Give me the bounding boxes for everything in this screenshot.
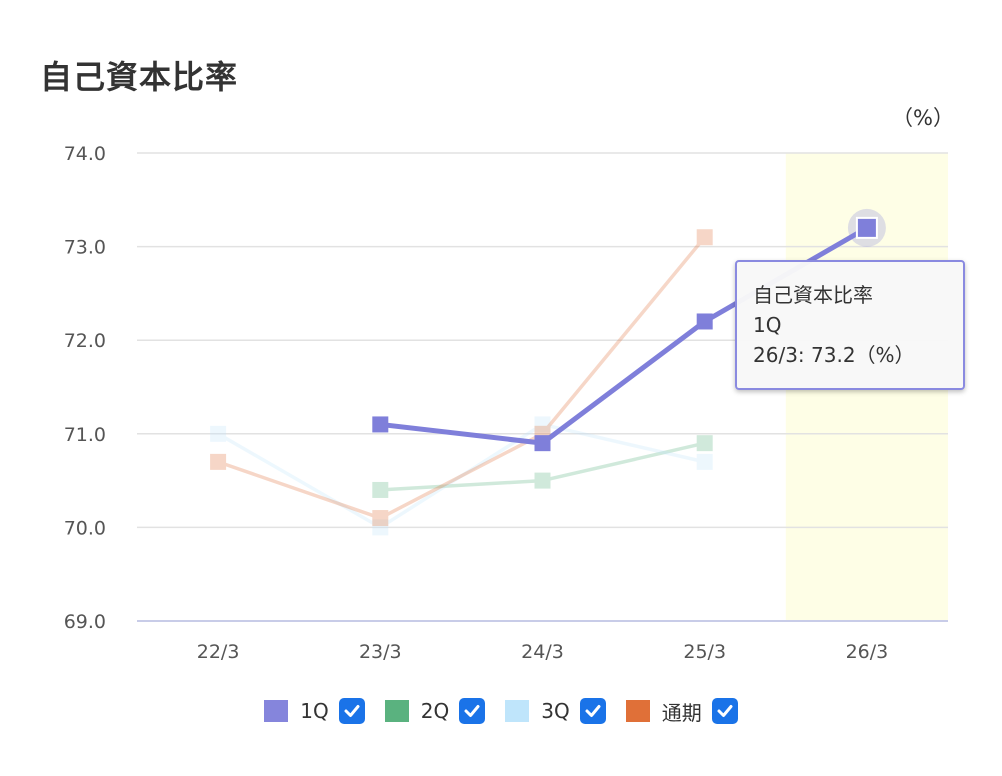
x-tick-label: 23/3 xyxy=(359,641,402,663)
tooltip-value: 26/3: 73.2（%） xyxy=(753,343,915,367)
data-point[interactable] xyxy=(534,472,551,489)
data-point[interactable] xyxy=(372,481,389,498)
legend-swatch-annual xyxy=(625,700,650,722)
data-point[interactable] xyxy=(534,435,551,452)
data-point[interactable] xyxy=(210,425,227,442)
x-tick-label: 22/3 xyxy=(197,641,240,663)
data-point[interactable] xyxy=(372,416,389,433)
data-point[interactable] xyxy=(696,313,713,330)
data-point[interactable] xyxy=(534,416,551,433)
data-point[interactable] xyxy=(855,216,878,239)
legend-item-1q[interactable]: 1Q xyxy=(264,698,365,724)
chart-title: 自己資本比率 xyxy=(40,58,239,96)
legend-swatch-2q xyxy=(384,700,409,722)
legend-label-2q: 2Q xyxy=(420,699,450,723)
checkmark-icon xyxy=(344,705,360,717)
legend-label-3q: 3Q xyxy=(541,699,570,723)
y-tick-label: 69.0 xyxy=(64,611,106,633)
unit-label: （%） xyxy=(892,106,954,130)
legend: 1Q 2Q 3Q 通期 xyxy=(0,694,1002,728)
data-point[interactable] xyxy=(696,453,713,470)
y-tick-label: 73.0 xyxy=(64,237,106,259)
series-line-3q xyxy=(217,422,706,530)
data-point[interactable] xyxy=(372,510,389,527)
series-2q xyxy=(372,435,713,498)
x-tick-label: 24/3 xyxy=(521,641,564,663)
legend-item-annual[interactable]: 通期 xyxy=(625,697,738,726)
legend-checkbox-2q[interactable] xyxy=(459,698,486,724)
y-tick-label: 71.0 xyxy=(64,424,106,446)
legend-item-2q[interactable]: 2Q xyxy=(384,698,486,724)
checkmark-icon xyxy=(585,705,601,717)
series-line-annual xyxy=(217,236,707,520)
data-point[interactable] xyxy=(696,229,713,246)
legend-label-annual: 通期 xyxy=(661,700,702,725)
y-tick-label: 70.0 xyxy=(64,517,106,539)
legend-checkbox-annual[interactable] xyxy=(711,698,738,724)
checkmark-icon xyxy=(717,705,733,717)
y-tick-label: 74.0 xyxy=(64,143,106,165)
legend-swatch-1q xyxy=(264,700,289,722)
checkmark-icon xyxy=(464,705,480,717)
x-tick-label: 26/3 xyxy=(846,641,889,663)
data-point[interactable] xyxy=(372,519,389,536)
series-3q xyxy=(210,416,713,536)
tooltip-title: 自己資本比率 xyxy=(753,283,873,307)
tooltip: 自己資本比率 1Q 26/3: 73.2（%） xyxy=(735,260,965,390)
legend-checkbox-1q[interactable] xyxy=(338,698,365,724)
legend-item-3q[interactable]: 3Q xyxy=(505,698,606,724)
x-tick-label: 25/3 xyxy=(683,641,726,663)
data-point[interactable] xyxy=(696,435,713,452)
series-line-2q xyxy=(380,441,706,492)
legend-swatch-3q xyxy=(505,700,530,722)
legend-label-1q: 1Q xyxy=(300,699,329,723)
legend-checkbox-3q[interactable] xyxy=(579,698,606,724)
tooltip-series: 1Q xyxy=(753,313,782,337)
y-tick-label: 72.0 xyxy=(64,330,106,352)
data-point[interactable] xyxy=(210,453,227,470)
series-annual xyxy=(210,229,713,527)
